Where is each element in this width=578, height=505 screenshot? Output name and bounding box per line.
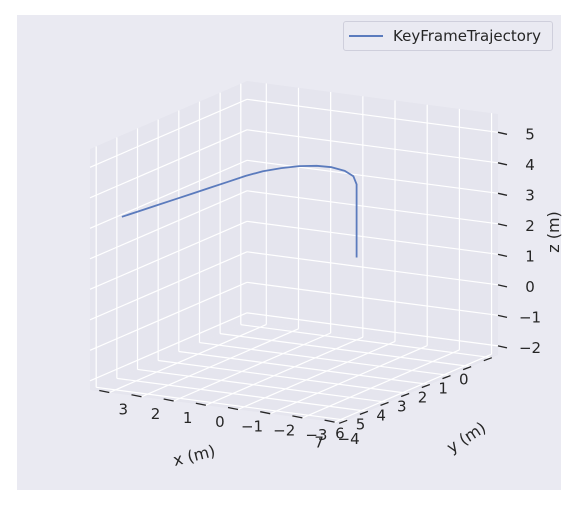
grid-line-z [246,98,499,133]
grid-line-y [269,345,428,415]
legend-line-swatch [349,35,383,37]
z-tick-mark [497,284,508,288]
grid-line-y [237,340,396,411]
x-tick-label: 1 [438,380,448,398]
z-tick-mark [497,162,508,166]
grid-line-y [205,336,364,406]
z-tick-label: 3 [525,186,535,204]
z-tick-mark [497,253,508,257]
grid-line-x [220,333,472,368]
grid-line-z [246,190,499,225]
x-tick-label: 6 [335,424,345,442]
grid-line-z [89,129,248,199]
y-tick-mark [227,406,239,411]
grid-line-x [240,324,492,359]
z-tick-mark [497,314,508,318]
x-tick-label: 3 [397,398,407,416]
y-tick-mark [292,415,303,419]
x-tick-label: 0 [459,371,469,389]
grid-line-y [302,349,460,419]
axis-panes [90,81,498,423]
legend: KeyFrameTrajectory [343,21,553,51]
grid-line-z [89,312,248,382]
y-tick-mark [163,398,174,402]
grid-line-z [246,281,499,316]
series-line-keyframetrajectory [121,164,358,258]
y-tick-mark [131,394,142,398]
z-tick-label: 1 [525,247,535,265]
y-tick-mark [99,389,110,394]
y-tick-mark [195,402,206,406]
x-tick-label: 2 [418,389,428,407]
grid-line-z [89,190,248,260]
y-tick-mark [324,419,335,423]
grid-line-z [246,159,499,194]
grid-line-z [246,251,499,286]
legend-label: KeyFrameTrajectory [393,27,541,45]
grid-line-x [137,368,389,404]
grid-line-z [89,281,248,351]
y-tick-label: −1 [241,417,263,435]
y-tick-label: −2 [273,422,295,440]
grid-line-z [246,129,499,164]
grid-line-z [89,159,248,229]
grid-line-z [246,312,499,347]
back-pane-yz [247,81,498,355]
y-tick-mark [260,411,271,415]
x-tick-mark [400,392,410,398]
z-tick-label: 0 [525,278,535,296]
x-tick-mark [483,357,493,362]
z-tick-label: 2 [525,217,535,235]
grid-line-x [178,350,430,386]
grid-line-y [141,328,299,398]
z-tick-mark [497,223,508,227]
x-tick-mark [380,401,389,407]
grid-line-x [116,377,368,412]
x-tick-mark [359,410,369,415]
grid-line-y [109,323,267,394]
grid-line-x [96,386,348,421]
z-tick-label: −1 [519,308,541,326]
z-tick-label: 4 [525,156,535,174]
y-tick-label: −4 [338,430,360,448]
z-tick-label: 5 [525,125,535,143]
series-layer [121,164,358,258]
x-tick-mark [442,374,451,380]
z-tick-label: −2 [519,339,541,357]
x-tick-mark [338,419,348,424]
x-tick-label: 4 [376,406,386,424]
z-tick-mark [497,345,508,349]
grid-line-z [246,220,499,255]
z-axis-label: z (m) [544,211,563,253]
y-tick-label: 1 [183,409,193,427]
grid-line-z [89,98,248,168]
grid-line-y [173,332,331,402]
y-tick-label: 2 [151,405,161,423]
y-tick-label: −3 [305,426,327,444]
z-tick-mark [497,131,508,135]
floor-pane-xy [90,322,498,423]
tick-marks [99,131,508,424]
z-tick-mark [497,192,508,196]
y-tick-label: 3 [119,401,129,419]
x-tick-label: 7 [314,433,324,451]
x-tick-mark [421,383,431,389]
x-tick-label: 5 [356,415,366,433]
grid-line-z [89,220,248,290]
grid-line-x [199,341,451,377]
x-tick-mark [462,366,472,371]
grid-line-y [334,353,492,423]
y-tick-label: 0 [215,413,225,431]
back-pane-xz [90,81,247,390]
grid-line-x [158,359,410,395]
grid-line-z [89,251,248,321]
grid-lines [89,83,499,423]
